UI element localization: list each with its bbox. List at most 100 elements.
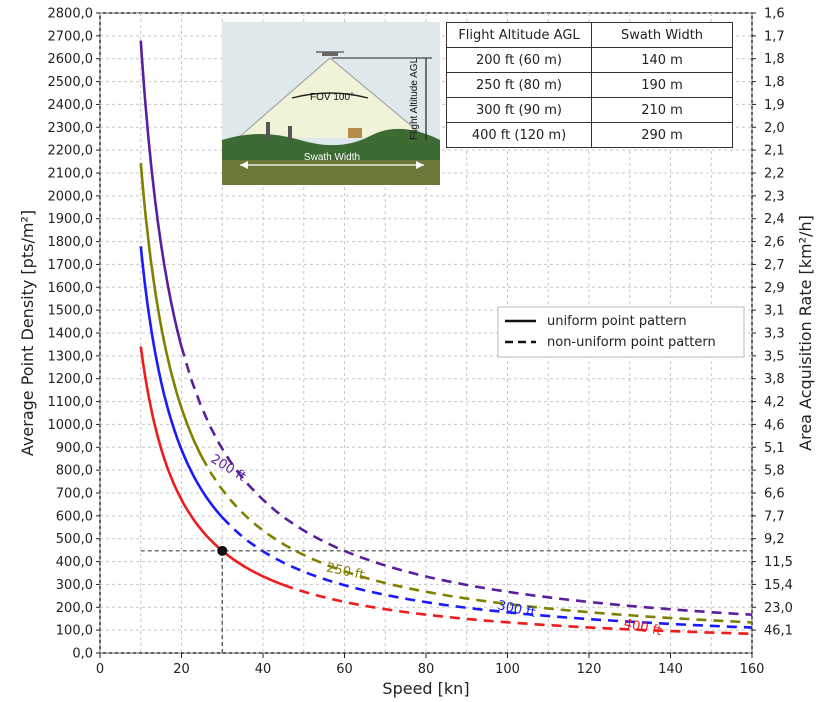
y-tick-label: 2500,0 xyxy=(48,75,94,90)
y-tick-label: 1100,0 xyxy=(48,395,94,410)
y-tick-label: 2800,0 xyxy=(48,7,94,22)
y-tick-label: 1400,0 xyxy=(48,327,94,342)
y2-tick-label: 2,1 xyxy=(764,144,785,159)
x-tick-label: 160 xyxy=(740,662,765,677)
y-tick-label: 2200,0 xyxy=(48,144,94,159)
y2-tick-label: 1,8 xyxy=(764,75,785,90)
y-axis-left: 0,0 100,0 200,0 300,0 400,0 500,0 600,0 700,0 80… xyxy=(48,7,100,662)
series-solid-line xyxy=(139,246,224,519)
altitude-label: Flight Altitude AGL xyxy=(409,57,420,140)
series-dashed-line xyxy=(200,456,753,624)
table-row: 400 ft (120 m) 290 m xyxy=(446,122,733,148)
y-tick-label: 2600,0 xyxy=(48,52,94,67)
y-tick-label: 1000,0 xyxy=(48,418,94,433)
y2-tick-label: 2,2 xyxy=(764,167,785,182)
y2-axis-title: Area Acquisition Rate [km²/h] xyxy=(796,215,815,451)
y-tick-label: 2700,0 xyxy=(48,29,94,44)
table-row: 300 ft (90 m) 210 m xyxy=(446,97,733,123)
table-row: 250 ft (80 m) 190 m xyxy=(446,72,733,98)
legend: uniform point pattern non-uniform point … xyxy=(497,306,745,358)
y-tick-label: 2000,0 xyxy=(48,189,94,204)
x-tick-label: 120 xyxy=(577,662,602,677)
y2-tick-label: 23,0 xyxy=(764,601,793,616)
series-label: 400 ft xyxy=(622,617,663,640)
table-cell: 210 m xyxy=(591,97,733,123)
table-cell: 190 m xyxy=(591,72,733,98)
table-cell: 300 ft (90 m) xyxy=(446,97,592,123)
reference-point xyxy=(217,545,228,556)
swath-label: Swath Width xyxy=(304,152,360,163)
y-tick-label: 1600,0 xyxy=(48,281,94,296)
y-tick-label: 800,0 xyxy=(56,464,93,479)
y2-tick-label: 1,9 xyxy=(764,98,785,113)
y-tick-label: 1800,0 xyxy=(48,235,94,250)
y-tick-label: 200,0 xyxy=(56,601,93,616)
x-axis-title: Speed [kn] xyxy=(382,679,469,698)
y-tick-label: 1900,0 xyxy=(48,212,94,227)
series-solid-line xyxy=(139,162,204,458)
table-header: Swath Width xyxy=(591,22,733,48)
x-tick-label: 20 xyxy=(173,662,190,677)
series-solid-line xyxy=(139,346,284,587)
series-dashed-line xyxy=(221,516,753,629)
table-cell: 290 m xyxy=(591,122,733,148)
y2-tick-label: 11,5 xyxy=(764,555,793,570)
table-cell: 200 ft (60 m) xyxy=(446,47,592,73)
x-tick-label: 40 xyxy=(255,662,272,677)
x-tick-label: 0 xyxy=(96,662,104,677)
y-tick-label: 500,0 xyxy=(56,532,93,547)
x-tick-label: 140 xyxy=(658,662,683,677)
y2-tick-label: 1,8 xyxy=(764,52,785,67)
table-header: Flight Altitude AGL xyxy=(446,22,592,48)
y-axis-right: 46,1 23,0 15,4 11,5 9,2 7,7 6,6 5,8 5,1 4,6 4,2 3,8… xyxy=(752,7,793,639)
y-tick-label: 700,0 xyxy=(56,487,93,502)
y2-tick-label: 46,1 xyxy=(764,624,793,639)
y2-tick-label: 5,1 xyxy=(764,441,785,456)
y-tick-label: 1700,0 xyxy=(48,258,94,273)
legend-uniform: uniform point pattern xyxy=(547,314,687,329)
legend-non-uniform: non-uniform point pattern xyxy=(547,335,716,350)
y2-tick-label: 2,0 xyxy=(764,121,785,136)
series-label: 300 ft xyxy=(496,598,537,621)
y-tick-label: 2300,0 xyxy=(48,121,94,136)
y-tick-label: 100,0 xyxy=(56,624,93,639)
x-tick-label: 80 xyxy=(418,662,435,677)
fov-cone xyxy=(238,58,426,138)
y2-tick-label: 2,6 xyxy=(764,235,785,250)
altitude-swath-table: Flight Altitude AGL Swath Width 200 ft (… xyxy=(446,22,733,148)
y2-tick-label: 3,5 xyxy=(764,349,785,364)
y2-tick-label: 3,8 xyxy=(764,372,785,387)
y2-tick-label: 15,4 xyxy=(764,578,793,593)
y2-tick-label: 9,2 xyxy=(764,532,785,547)
y2-tick-label: 5,8 xyxy=(764,464,785,479)
y-tick-label: 2100,0 xyxy=(48,167,94,182)
y2-tick-label: 2,4 xyxy=(764,212,785,227)
y-tick-label: 1300,0 xyxy=(48,349,94,364)
table-row: 200 ft (60 m) 140 m xyxy=(446,47,733,73)
y2-tick-label: 2,7 xyxy=(764,258,785,273)
y-tick-label: 1500,0 xyxy=(48,304,94,319)
y2-tick-label: 4,6 xyxy=(764,418,785,433)
y2-tick-label: 1,7 xyxy=(764,29,785,44)
reference-marker xyxy=(140,545,752,653)
altitude-illustration: FOV 100° Flight Altitude AGL Swath Width xyxy=(222,22,440,185)
y2-tick-label: 7,7 xyxy=(764,509,785,524)
y-tick-label: 300,0 xyxy=(56,578,93,593)
table-cell: 250 ft (80 m) xyxy=(446,72,592,98)
y2-tick-label: 3,3 xyxy=(764,327,785,342)
y-tick-label: 2400,0 xyxy=(48,98,94,113)
x-tick-label: 60 xyxy=(336,662,353,677)
series-solid-line xyxy=(139,40,183,348)
y2-tick-label: 1,6 xyxy=(764,7,785,22)
y-tick-label: 400,0 xyxy=(56,555,93,570)
aircraft-icon xyxy=(316,51,344,56)
table-cell: 140 m xyxy=(591,47,733,73)
series-label: 250 ft xyxy=(325,561,366,584)
y2-tick-label: 6,6 xyxy=(764,487,785,502)
y-tick-label: 600,0 xyxy=(56,509,93,524)
x-tick-label: 100 xyxy=(495,662,520,677)
y2-tick-label: 3,1 xyxy=(764,304,785,319)
y-tick-label: 1200,0 xyxy=(48,372,94,387)
y2-tick-label: 2,3 xyxy=(764,189,785,204)
